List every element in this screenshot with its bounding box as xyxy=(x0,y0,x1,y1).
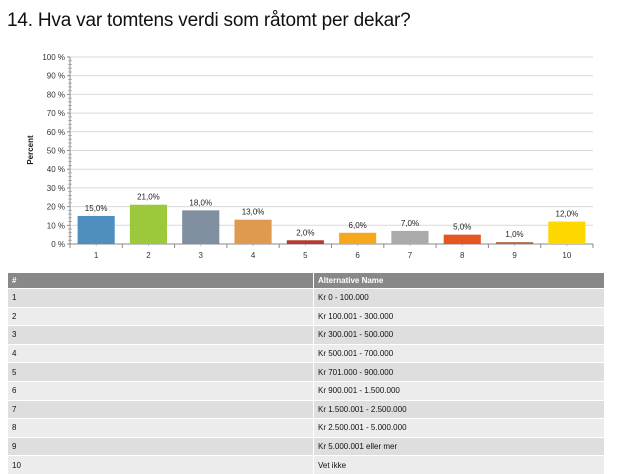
cell-number: 6 xyxy=(8,380,314,401)
data-label: 5,0% xyxy=(453,223,471,232)
x-tick-label: 6 xyxy=(355,251,360,260)
bar-7 xyxy=(391,230,429,244)
cell-alternative-name: Kr 2.500.001 - 5.000.000 xyxy=(313,418,605,438)
y-tick-label: 0 % xyxy=(51,240,65,249)
bar-chart: 0 % 10 % 20 % 30 % 40 % 50 % 60 % 70 % 80 % 90 % 1… xyxy=(26,53,594,260)
table-row: 8 Kr 2.500.001 - 5.000.000 xyxy=(8,418,605,438)
x-axis: 1 2 3 4 5 6 7 8 9 10 xyxy=(69,243,594,260)
y-tick-label: 90 % xyxy=(47,72,65,81)
bar-5 xyxy=(286,240,324,244)
x-tick-label: 7 xyxy=(408,251,413,260)
table-row: 1 Kr 0 - 100.000 xyxy=(8,288,605,308)
x-tick-label: 3 xyxy=(199,251,204,260)
table-header-row: # Alternative Name xyxy=(8,273,605,289)
bar-4 xyxy=(234,219,272,244)
y-axis-label: Percent xyxy=(26,135,35,165)
y-tick-label: 10 % xyxy=(47,221,65,230)
cell-alternative-name: Kr 0 - 100.000 xyxy=(313,288,605,308)
cell-number: 9 xyxy=(8,436,314,456)
gridlines xyxy=(70,56,593,226)
page-title: 14. Hva var tomtens verdi som råtomt per… xyxy=(7,10,411,31)
x-tick-label: 8 xyxy=(460,251,465,260)
y-tick-label: 70 % xyxy=(47,109,65,118)
cell-alternative-name: Kr 5.000.001 eller mer xyxy=(313,436,605,456)
x-tick-label: 10 xyxy=(562,251,571,260)
x-tick-label: 1 xyxy=(94,251,99,260)
data-label: 1,0% xyxy=(505,230,523,239)
column-header-alternative-name: Alternative Name xyxy=(313,273,605,289)
y-tick-label: 30 % xyxy=(47,184,65,193)
y-tick-label: 100 % xyxy=(42,53,65,62)
bar-9 xyxy=(495,242,534,244)
y-tick-label: 20 % xyxy=(47,203,65,212)
cell-number: 1 xyxy=(8,288,314,308)
table-row: 6 Kr 900.001 - 1.500.000 xyxy=(8,380,605,401)
cell-number: 8 xyxy=(8,418,314,438)
y-tick-label: 50 % xyxy=(47,147,65,156)
cell-number: 4 xyxy=(8,343,314,363)
bar-3 xyxy=(182,210,220,244)
cell-number: 5 xyxy=(8,362,314,382)
y-tick-label: 80 % xyxy=(47,90,65,99)
cell-number: 3 xyxy=(8,325,314,345)
data-label: 6,0% xyxy=(349,221,367,230)
cell-number: 7 xyxy=(8,399,314,419)
table-row: 2 Kr 100.001 - 300.000 xyxy=(8,306,605,326)
cell-alternative-name: Kr 1.500.001 - 2.500.000 xyxy=(313,399,605,419)
bar-1 xyxy=(77,215,115,244)
y-tick-label: 40 % xyxy=(47,165,65,174)
cell-alternative-name: Kr 300.001 - 500.000 xyxy=(313,325,605,345)
data-label: 21,0% xyxy=(137,193,160,202)
cell-alternative-name: Kr 701.000 - 900.000 xyxy=(313,362,605,382)
column-header-number: # xyxy=(8,273,314,289)
y-axis: 0 % 10 % 20 % 30 % 40 % 50 % 60 % 70 % 80 % 90 % 1… xyxy=(42,53,72,249)
data-label: 2,0% xyxy=(296,228,314,237)
table-row: 5 Kr 701.000 - 900.000 xyxy=(8,362,605,382)
cell-alternative-name: Kr 100.001 - 300.000 xyxy=(313,306,605,326)
cell-alternative-name: Kr 500.001 - 700.000 xyxy=(313,343,605,363)
y-tick-label: 60 % xyxy=(47,128,65,137)
data-label: 18,0% xyxy=(189,198,212,207)
bar-10 xyxy=(548,221,586,244)
bar-2 xyxy=(129,204,168,244)
cell-alternative-name: Kr 900.001 - 1.500.000 xyxy=(313,380,605,401)
cell-number: 2 xyxy=(8,306,314,326)
table-row: 10 Vet ikke xyxy=(8,455,605,474)
data-label: 13,0% xyxy=(242,208,265,217)
table-row: 4 Kr 500.001 - 700.000 xyxy=(8,343,605,363)
data-label: 7,0% xyxy=(401,219,419,228)
alternatives-table: # Alternative Name 1 Kr 0 - 100.000 2 Kr 10… xyxy=(8,273,605,474)
data-label: 12,0% xyxy=(556,210,579,219)
table-row: 9 Kr 5.000.001 eller mer xyxy=(8,436,605,456)
x-tick-label: 5 xyxy=(303,251,308,260)
x-tick-label: 9 xyxy=(512,251,517,260)
x-tick-label: 2 xyxy=(146,251,151,260)
cell-number: 10 xyxy=(8,455,314,474)
x-tick-label: 4 xyxy=(251,251,256,260)
table-row: 7 Kr 1.500.001 - 2.500.000 xyxy=(8,399,605,419)
bar-8 xyxy=(443,234,481,244)
cell-alternative-name: Vet ikke xyxy=(313,455,605,474)
data-label: 15,0% xyxy=(85,204,108,213)
bars: 15,0% 21,0% 18,0% 13,0% 2,0% 6,0% 7,0% 5,0% 1,0%… xyxy=(77,193,586,244)
bar-6 xyxy=(339,232,377,244)
table-row: 3 Kr 300.001 - 500.000 xyxy=(8,325,605,345)
